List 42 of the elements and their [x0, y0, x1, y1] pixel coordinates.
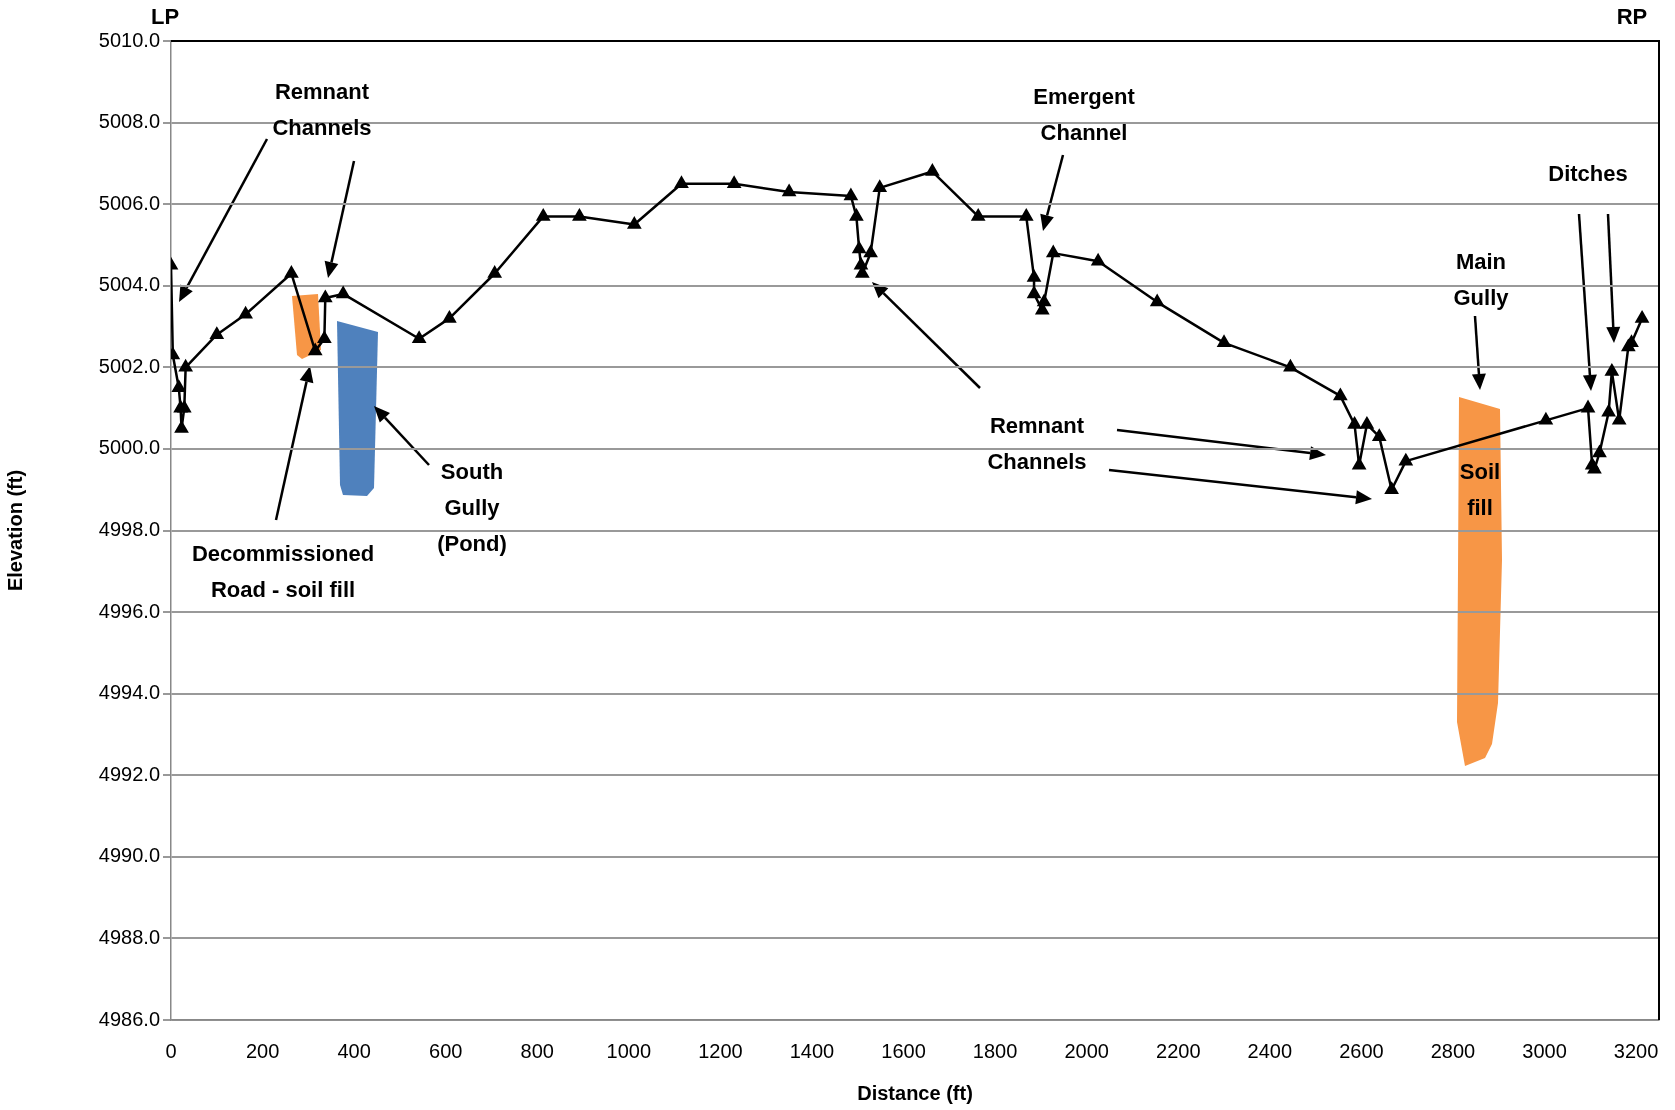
y-tick-label: 5002.0 — [98, 354, 160, 377]
x-tick-label: 2600 — [1339, 1039, 1384, 1062]
y-tick-label: 4998.0 — [98, 518, 160, 541]
x-tick-label: 1000 — [606, 1039, 652, 1062]
annotation: Main Gully — [1453, 248, 1509, 312]
y-tick-label: 4986.0 — [98, 1007, 160, 1030]
x-tick-label: 2800 — [1430, 1039, 1476, 1062]
annotation: South Gully (Pond) — [437, 458, 507, 558]
y-tick-label: 5008.0 — [98, 110, 160, 133]
annotation: Ditches — [1548, 160, 1628, 188]
text: RP — [1616, 3, 1648, 31]
x-tick-label: 1200 — [698, 1039, 743, 1062]
x-tick-label: 1800 — [972, 1039, 1018, 1062]
y-tick-label: 5000.0 — [98, 436, 160, 459]
x-tick-label: 600 — [429, 1039, 463, 1062]
y-tick-label: 5010.0 — [98, 28, 160, 51]
y-tick-label: 5006.0 — [98, 191, 160, 214]
y-tick-label: 4996.0 — [98, 599, 160, 622]
y-tick-label: 4992.0 — [98, 762, 160, 785]
x-tick-label: 400 — [337, 1039, 371, 1062]
annotation: Remnant Channels — [987, 412, 1087, 476]
x-tick-label: 2000 — [1064, 1039, 1109, 1062]
annotation: Soil fill — [1459, 458, 1501, 522]
annotation: Remnant Channels — [272, 78, 372, 142]
y-tick-label: 4990.0 — [98, 844, 160, 867]
x-tick-label: 3200 — [1613, 1039, 1659, 1062]
y-axis-title: Elevation (ft) — [3, 469, 26, 592]
x-tick-label: 2400 — [1247, 1039, 1293, 1062]
y-tick-label: 4994.0 — [98, 681, 160, 704]
annotation: Decommissioned Road - soil fill — [191, 540, 375, 604]
x-tick-label: 1400 — [789, 1039, 835, 1062]
text: LP — [150, 3, 180, 31]
x-tick-label: 0 — [165, 1039, 177, 1062]
x-tick-label: 3000 — [1522, 1039, 1567, 1062]
y-tick-label: 5004.0 — [98, 273, 160, 296]
x-tick-label: 1600 — [881, 1039, 926, 1062]
x-tick-label: 800 — [520, 1039, 554, 1062]
x-tick-label: 2200 — [1156, 1039, 1201, 1062]
x-axis-title: Distance (ft) — [857, 1081, 973, 1104]
annotation: Emergent Channel — [1033, 83, 1135, 147]
y-tick-label: 4988.0 — [98, 925, 160, 948]
x-tick-label: 200 — [245, 1039, 280, 1062]
